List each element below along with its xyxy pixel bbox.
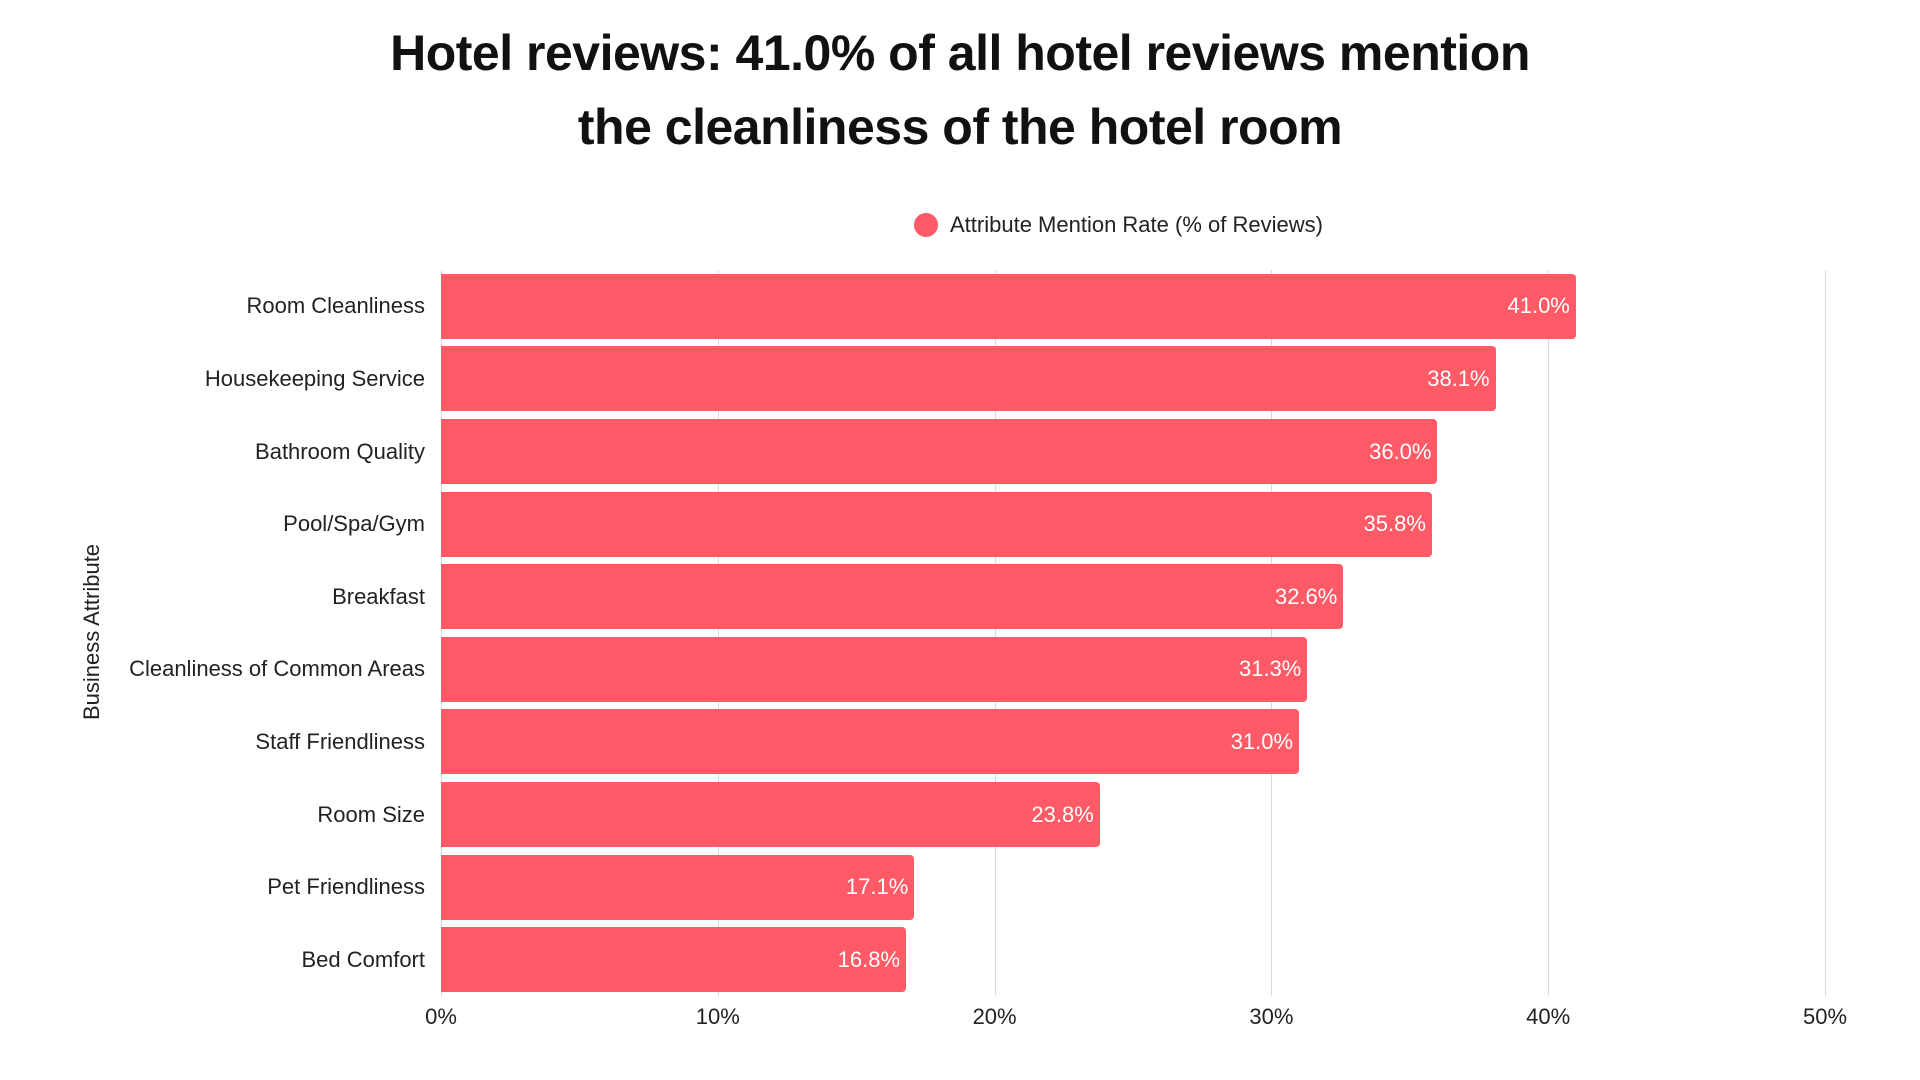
category-label: Pet Friendliness xyxy=(267,874,425,900)
category-label: Room Size xyxy=(317,801,425,827)
bar[interactable]: 16.8% xyxy=(441,927,907,993)
gridline xyxy=(441,270,442,996)
x-tick-label: 50% xyxy=(1802,1004,1848,1029)
category-label: Staff Friendliness xyxy=(255,728,425,754)
x-tick-label: 0% xyxy=(425,1004,457,1029)
gridline xyxy=(994,270,996,996)
category-label: Breakfast xyxy=(332,583,425,609)
bar[interactable]: 41.0% xyxy=(441,273,1576,339)
bar[interactable]: 17.1% xyxy=(441,854,915,920)
bar[interactable]: 36.0% xyxy=(441,419,1438,484)
y-axis-label: Business Attribute xyxy=(79,543,104,721)
bar-value-label: 16.8% xyxy=(837,946,901,972)
bar-value-label: 41.0% xyxy=(1507,293,1570,319)
gridline xyxy=(717,270,719,996)
legend-marker-icon xyxy=(914,213,938,237)
x-tick-label: 20% xyxy=(972,1004,1017,1029)
bar-value-label: 31.0% xyxy=(1230,728,1294,754)
bar[interactable]: 32.6% xyxy=(441,564,1344,630)
category-label: Bathroom Quality xyxy=(255,438,425,464)
bar[interactable]: 35.8% xyxy=(441,491,1432,557)
bar-row: 16.8% xyxy=(441,927,907,993)
bar[interactable]: 31.0% xyxy=(441,709,1300,775)
legend: Attribute Mention Rate (% of Reviews) xyxy=(914,212,1323,238)
gridline xyxy=(1825,270,1826,996)
bar[interactable]: 23.8% xyxy=(441,782,1100,847)
bar-value-label: 35.8% xyxy=(1363,511,1426,537)
category-label: Pool/Spa/Gym xyxy=(283,511,425,537)
x-tick-label: 40% xyxy=(1526,1004,1571,1029)
category-label: Housekeeping Service xyxy=(204,365,425,391)
bar-value-label: 38.1% xyxy=(1427,365,1490,391)
bar-row: 38.1% xyxy=(441,346,1496,412)
bar-value-label: 23.8% xyxy=(1031,801,1094,827)
bar-value-label: 32.6% xyxy=(1274,583,1338,609)
category-label: Room Cleanliness xyxy=(246,293,425,319)
bar[interactable]: 38.1% xyxy=(441,346,1496,412)
gridline xyxy=(1548,270,1550,996)
bar-row: 31.3% xyxy=(441,636,1308,702)
category-label: Cleanliness of Common Areas xyxy=(129,656,425,682)
bar-row: 41.0% xyxy=(441,273,1576,339)
bar[interactable]: 31.3% xyxy=(441,636,1308,702)
chart-title-line-1: Hotel reviews: 41.0% of all hotel review… xyxy=(390,25,1530,81)
gridline xyxy=(1271,270,1273,996)
bar-row: 35.8% xyxy=(441,491,1432,557)
bar-row: 17.1% xyxy=(441,854,915,920)
category-label: Bed Comfort xyxy=(301,946,426,972)
bar-value-label: 17.1% xyxy=(845,874,909,900)
chart-title-line-2: the cleanliness of the hotel room xyxy=(577,99,1343,155)
chart-title: Hotel reviews: 41.0% of all hotel review… xyxy=(0,16,1920,164)
legend-label: Attribute Mention Rate (% of Reviews) xyxy=(950,212,1323,237)
bar-row: 31.0% xyxy=(441,709,1300,775)
bar-value-label: 31.3% xyxy=(1238,656,1302,682)
bar-row: 23.8% xyxy=(441,782,1100,847)
x-tick-label: 10% xyxy=(695,1004,740,1029)
bar-row: 32.6% xyxy=(441,564,1344,630)
bar-row: 36.0% xyxy=(441,419,1438,484)
plot-area: 41.0% 38.1% 36.0% 35.8% 32.6% 31.3% 31.0% 23.8%… xyxy=(441,270,1826,996)
bar-value-label: 36.0% xyxy=(1369,438,1432,464)
x-tick-label: 30% xyxy=(1249,1004,1294,1029)
